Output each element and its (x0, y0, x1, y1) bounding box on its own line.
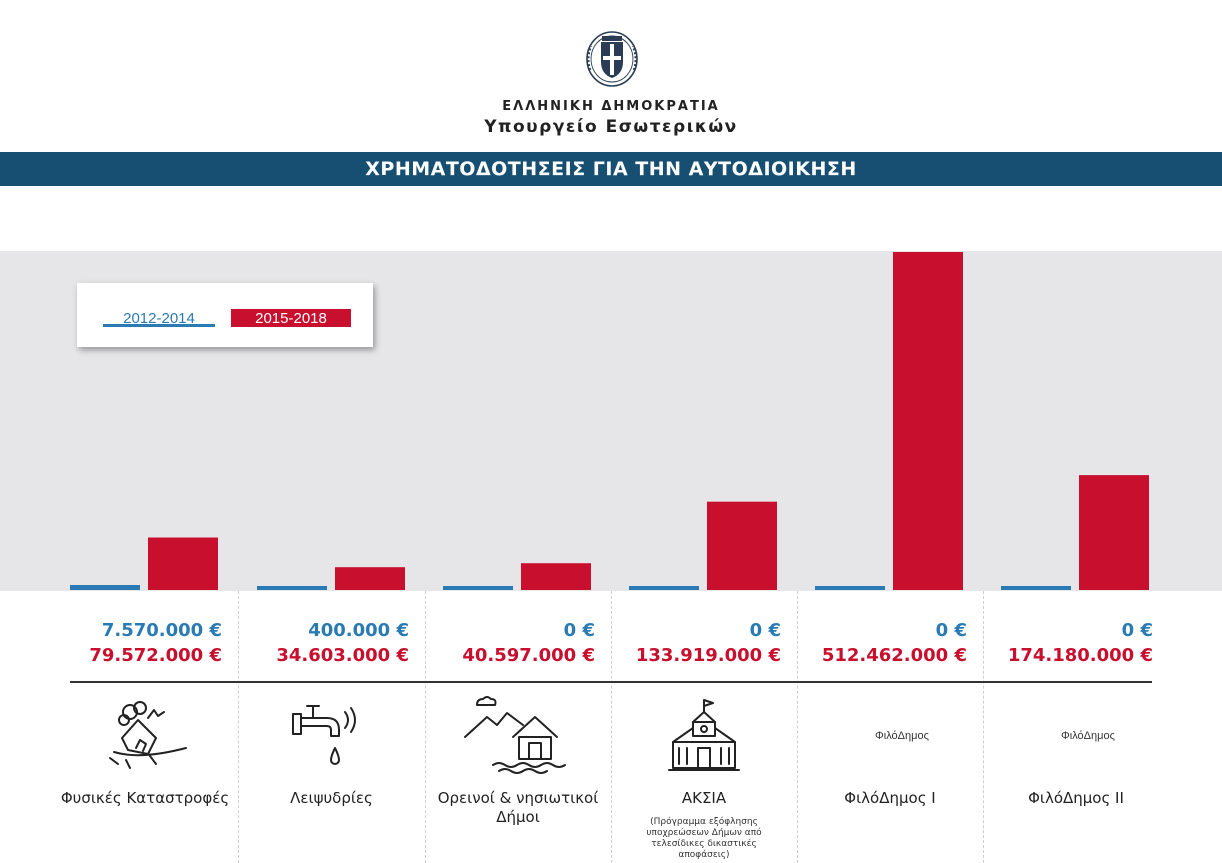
bar-2012-2014-1 (257, 586, 327, 590)
filodimos-logo: ΦιλόΔημος (1050, 708, 1115, 762)
column-separator (238, 591, 239, 863)
value-2012-2014: 0 € (1121, 620, 1153, 641)
category-label: Λειψυδρίες (290, 789, 373, 807)
landslide-house-icon (109, 701, 187, 769)
value-2012-2014: 7.570.000 € (101, 620, 222, 641)
value-2012-2014: 400.000 € (308, 620, 409, 641)
bar-2015-2018-3 (707, 501, 777, 590)
town-hall-icon (668, 699, 740, 771)
greek-coat-of-arms-icon (586, 31, 638, 87)
value-2015-2018: 133.919.000 € (635, 645, 781, 666)
bar-2015-2018-2 (521, 563, 591, 590)
value-2012-2014: 0 € (749, 620, 781, 641)
category-column-filodimos-2: 0 € 174.180.000 € ΦιλόΔημος ΦιλόΔημος ΙΙ (983, 591, 1169, 863)
value-2015-2018: 34.603.000 € (276, 645, 409, 666)
water-tap-icon (291, 705, 356, 765)
value-2015-2018: 40.597.000 € (462, 645, 595, 666)
column-separator (797, 591, 798, 863)
filodimos-logo-text: ΦιλόΔημος (1061, 730, 1115, 742)
banner-title: ΧΡΗΜΑΤΟΔΟΤΗΣΕΙΣ ΓΙΑ ΤΗΝ ΑΥΤΟΔΙΟΙΚΗΣΗ (365, 158, 857, 180)
bar-2015-2018-1 (335, 567, 405, 590)
category-label: ΑΚΣΙΑ (681, 789, 727, 807)
legend-label: 2012-2014 (123, 310, 195, 327)
bar-2012-2014-0 (70, 585, 140, 590)
bar-2012-2014-3 (629, 586, 699, 590)
column-separator (983, 591, 984, 863)
bar-2015-2018-0 (148, 537, 218, 590)
chart-legend: 2012-2014 2015-2018 (77, 283, 373, 347)
category-label: ΦιλόΔημος Ι (844, 789, 936, 807)
category-column-aksia: 0 € 133.919.000 € ΑΚΣΙΑ (Πρόγραμμα εξόφλ… (611, 591, 797, 863)
legend-item-2015-2018: 2015-2018 (231, 303, 351, 333)
republic-title: ΕΛΛΗΝΙΚΗ ΔΗΜΟΚΡΑΤΙΑ (502, 99, 720, 114)
legend-item-2012-2014: 2012-2014 (103, 303, 215, 333)
ministry-title: Υπουργείο Εσωτερικών (484, 117, 738, 137)
legend-swatch-blue (103, 309, 215, 327)
filodimos-logo-text: ΦιλόΔημος (875, 730, 929, 742)
category-label: Φυσικές Καταστροφές (60, 789, 230, 807)
column-separator (611, 591, 612, 863)
category-column-mountain-island-municipalities: 0 € 40.597.000 € Ορεινοί & νησιωτικοί Δή… (425, 591, 611, 863)
value-2015-2018: 79.572.000 € (89, 645, 222, 666)
category-column-water-scarcity: 400.000 € 34.603.000 € Λειψυδρίες (238, 591, 425, 863)
value-2012-2014: 0 € (935, 620, 967, 641)
bar-2012-2014-2 (443, 586, 513, 590)
filodimos-logo: ΦιλόΔημος (864, 708, 929, 762)
bar-2015-2018-5 (1079, 475, 1149, 590)
category-column-natural-disasters: 7.570.000 € 79.572.000 € Φυσικές Καταστρ… (52, 591, 238, 863)
category-label: ΦιλόΔημος ΙΙ (1028, 789, 1124, 807)
category-label: Ορεινοί & νησιωτικοί Δήμοι (437, 789, 599, 826)
title-banner (0, 152, 1222, 186)
category-sublabel: (Πρόγραμμα εξόφλησης υποχρεώσεων Δήμων α… (646, 817, 762, 860)
mountain-island-house-icon (464, 696, 566, 774)
bar-2012-2014-5 (1001, 586, 1071, 590)
bar-2015-2018-4 (893, 252, 963, 590)
value-2015-2018: 512.462.000 € (821, 645, 967, 666)
bar-2012-2014-4 (815, 586, 885, 590)
legend-swatch-red (231, 309, 351, 327)
column-separator (425, 591, 426, 863)
legend-label: 2015-2018 (255, 310, 327, 327)
values-divider (70, 681, 1152, 683)
value-2015-2018: 174.180.000 € (1007, 645, 1153, 666)
category-column-filodimos-1: 0 € 512.462.000 € ΦιλόΔημος ΦιλόΔημος Ι (797, 591, 983, 863)
value-2012-2014: 0 € (563, 620, 595, 641)
